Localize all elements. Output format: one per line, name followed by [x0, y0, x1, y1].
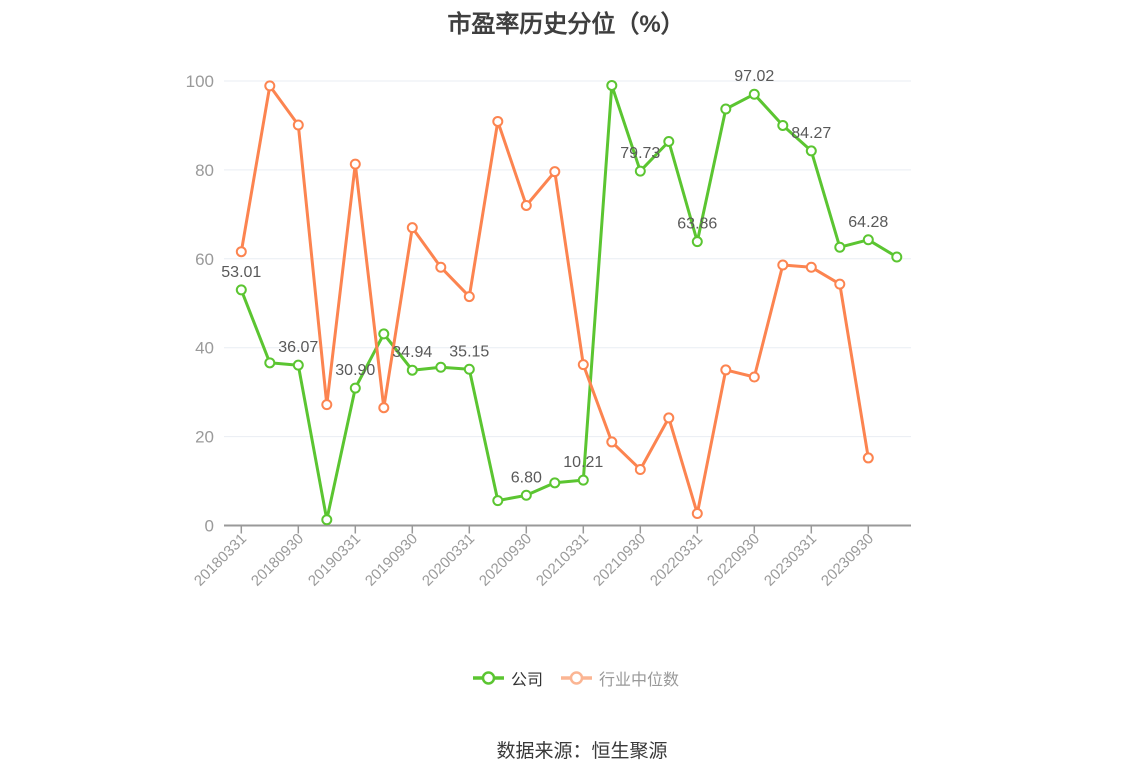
- svg-text:63.86: 63.86: [677, 216, 717, 233]
- svg-text:79.73: 79.73: [620, 145, 660, 162]
- svg-text:34.94: 34.94: [392, 344, 432, 361]
- svg-text:20180331: 20180331: [191, 530, 250, 589]
- svg-text:80: 80: [195, 161, 214, 180]
- svg-text:20190331: 20190331: [305, 530, 364, 589]
- svg-text:97.02: 97.02: [734, 68, 774, 85]
- legend-item-company[interactable]: 公司: [472, 666, 543, 690]
- chart-title: 市盈率历史分位（%）: [447, 11, 685, 38]
- svg-text:20190930: 20190930: [362, 530, 421, 589]
- industry-series-icon: [561, 671, 592, 685]
- data-source-note: 数据来源：恒生聚源: [496, 741, 668, 762]
- svg-text:20200331: 20200331: [419, 530, 478, 589]
- legend-item-industry[interactable]: 行业中位数: [561, 666, 679, 690]
- svg-text:20230331: 20230331: [761, 530, 820, 589]
- svg-text:20220331: 20220331: [647, 530, 706, 589]
- legend-label-industry: 行业中位数: [599, 672, 680, 689]
- svg-text:30.90: 30.90: [335, 362, 375, 379]
- svg-text:60: 60: [195, 250, 214, 269]
- legend-label-company: 公司: [510, 672, 543, 689]
- svg-text:35.15: 35.15: [449, 343, 489, 360]
- svg-text:53.01: 53.01: [221, 264, 261, 281]
- svg-text:36.07: 36.07: [278, 339, 318, 356]
- svg-text:100: 100: [186, 72, 214, 91]
- svg-text:20: 20: [195, 428, 214, 447]
- svg-text:20230930: 20230930: [818, 530, 877, 589]
- legend: 公司 行业中位数: [472, 666, 679, 690]
- svg-text:20210331: 20210331: [533, 530, 592, 589]
- company-series-icon: [472, 671, 504, 685]
- svg-text:20200930: 20200930: [476, 530, 535, 589]
- svg-text:64.28: 64.28: [848, 214, 888, 231]
- svg-text:20180930: 20180930: [248, 530, 307, 589]
- svg-text:10.21: 10.21: [563, 454, 603, 471]
- svg-text:84.27: 84.27: [791, 125, 831, 142]
- svg-text:20210930: 20210930: [590, 530, 649, 589]
- svg-text:6.80: 6.80: [511, 469, 542, 486]
- svg-text:20220930: 20220930: [704, 530, 763, 589]
- svg-text:40: 40: [195, 339, 214, 358]
- svg-text:0: 0: [205, 517, 214, 536]
